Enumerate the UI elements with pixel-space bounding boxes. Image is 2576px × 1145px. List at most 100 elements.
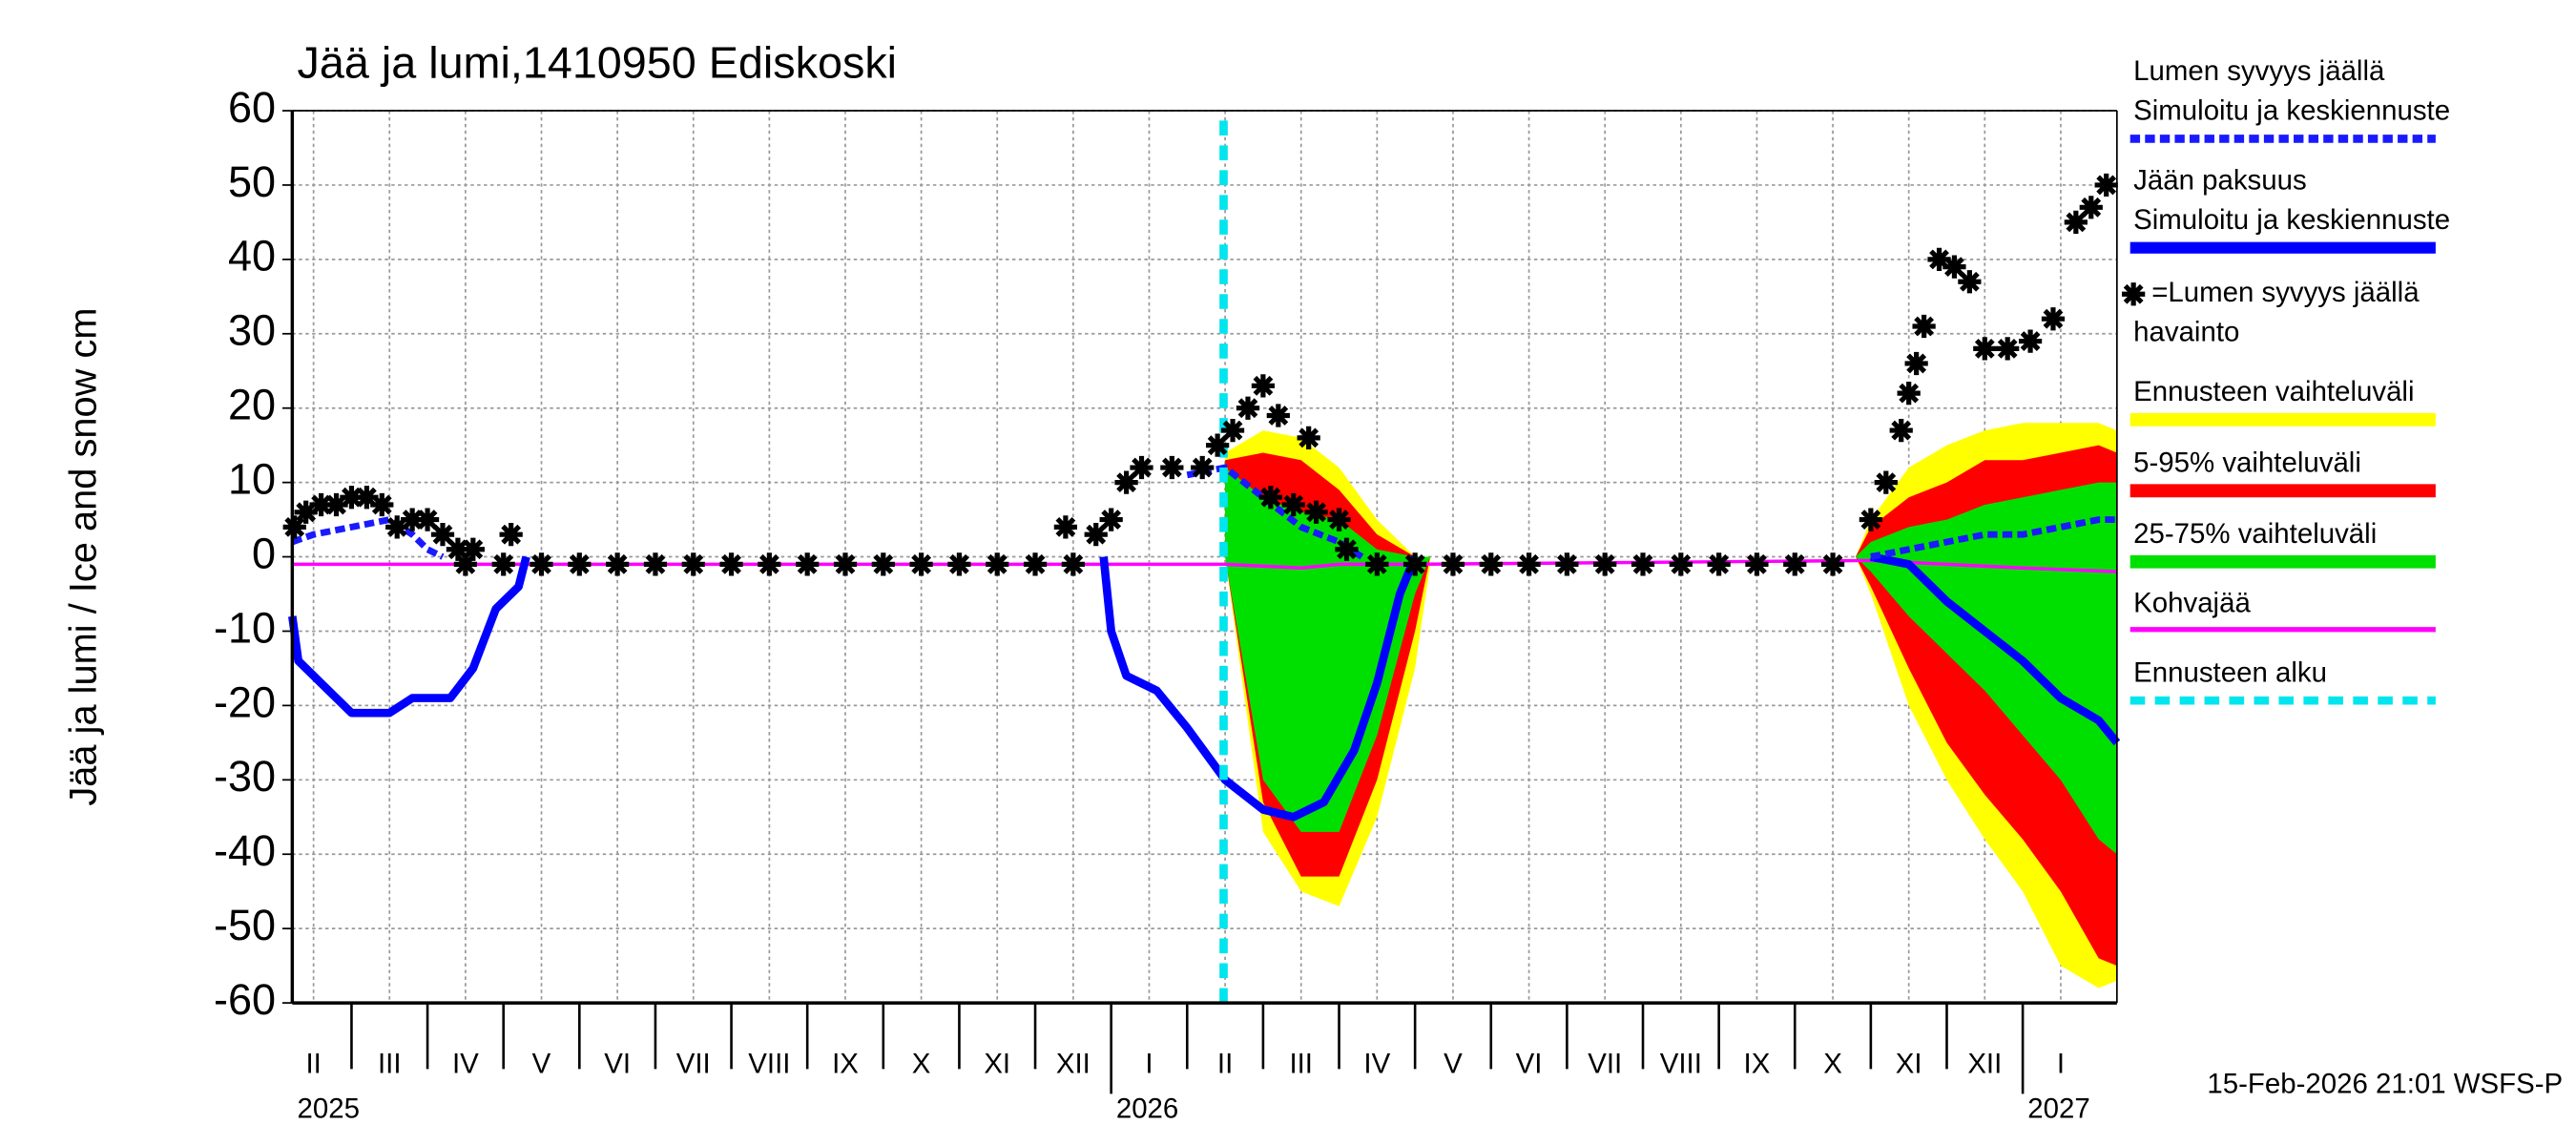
y-tick-label: -10 [214,603,276,652]
observation-point [606,552,630,576]
observation-point [1973,337,1997,361]
x-tick-label: XI [984,1049,1010,1080]
year-label: 2026 [1116,1093,1178,1124]
observation-point [355,486,379,510]
observation-point [1220,418,1245,443]
x-tick-label: VI [604,1049,631,1080]
observation-point [1517,552,1541,576]
observation-point [340,486,364,510]
observation-point [1707,552,1731,576]
y-tick-label: 20 [228,381,276,429]
x-tick-label: VI [1516,1049,1543,1080]
observation-point [986,552,1009,576]
observation-point [1251,374,1276,398]
observation-point [1327,508,1351,531]
x-tick-label: III [378,1049,402,1080]
y-tick-label: 50 [228,157,276,206]
y-tick-label: 40 [228,232,276,281]
x-tick-label: VII [1588,1049,1622,1080]
x-tick-label: VIII [748,1049,790,1080]
observation-point [309,492,333,517]
x-tick-label: IV [452,1049,479,1080]
observation-point [1783,552,1807,576]
y-tick-label: -20 [214,677,276,726]
observation-point [2018,329,2043,353]
observation-point [1820,552,1845,576]
x-tick-label: VII [676,1049,711,1080]
observation-point [719,552,743,576]
x-tick-label: I [1145,1049,1153,1080]
observation-point [530,552,553,576]
observation-point [871,552,895,576]
observation-point [385,515,409,539]
observation-point [1996,337,2020,361]
observation-point [1631,552,1655,576]
legend-swatch [2122,282,2146,306]
x-tick-label: XII [1056,1049,1091,1080]
observation-point [643,552,668,576]
observation-point [1281,492,1305,517]
x-tick-label: V [532,1049,551,1080]
observation-point [1897,382,1921,406]
legend-label: Simuloitu ja keskiennuste [2133,95,2450,127]
observation-point [1335,537,1359,561]
year-label: 2027 [2027,1093,2089,1124]
observation-point [1099,508,1123,531]
observation-point [499,523,523,547]
observation-point [1053,515,1078,539]
observation-point [2041,307,2066,331]
observation-point [758,552,781,576]
observation-point [1669,552,1693,576]
observation-point [1912,314,1936,339]
observation-point [2094,173,2118,198]
y-tick-label: -30 [214,752,276,801]
observation-point [1160,455,1184,480]
observation-point [1555,552,1579,576]
observation-point [1266,404,1290,427]
footer: 15-Feb-2026 21:01 WSFS-P [2207,1068,2563,1099]
legend-label: Simuloitu ja keskiennuste [2133,204,2450,236]
legend-label: 25-75% vaihteluväli [2133,518,2377,550]
x-tick-label: X [1823,1049,1842,1080]
observation-point [446,537,470,561]
legend-label: havainto [2133,317,2239,348]
observation-point [1441,552,1465,576]
observation-point [1904,351,1928,376]
observation-point [1236,396,1260,420]
observation-point [1403,552,1427,576]
legend-label: Ennusteen alku [2133,656,2327,688]
x-tick-label: IX [832,1049,859,1080]
x-tick-label: X [912,1049,931,1080]
observation-point [294,500,318,524]
observation-point [1084,523,1108,547]
line-series [288,552,2121,822]
observation-point [1745,552,1769,576]
y-tick-label: 30 [228,306,276,355]
x-tick-label: II [305,1049,321,1080]
chart-title: Jää ja lumi,1410950 Ediskoski [298,38,898,88]
legend-label: Jään paksuus [2133,164,2307,196]
y-tick-label: -40 [214,826,276,875]
observation-point [415,508,440,531]
x-tick-label: XI [1896,1049,1922,1080]
observation-point [1958,270,1982,294]
y-tick-label: 60 [228,83,276,132]
observation-point [1114,470,1138,494]
observation-point [1061,552,1085,576]
y-tick-label: -60 [214,975,276,1024]
legend-label: Lumen syvyys jäällä [2133,55,2385,87]
observation-point [401,508,425,531]
observation-point [1874,470,1898,494]
observation-point [1889,418,1913,443]
observation-point [947,552,971,576]
observation-point [1304,500,1328,524]
legend-label: Ennusteen vaihteluväli [2133,376,2414,407]
observation-point [282,515,306,539]
x-tick-label: V [1444,1049,1463,1080]
observation-point [909,552,933,576]
y-tick-label: 0 [252,529,276,577]
observation-point [568,552,592,576]
x-tick-label: II [1217,1049,1233,1080]
observation-point [1593,552,1617,576]
x-tick-label: III [1289,1049,1313,1080]
